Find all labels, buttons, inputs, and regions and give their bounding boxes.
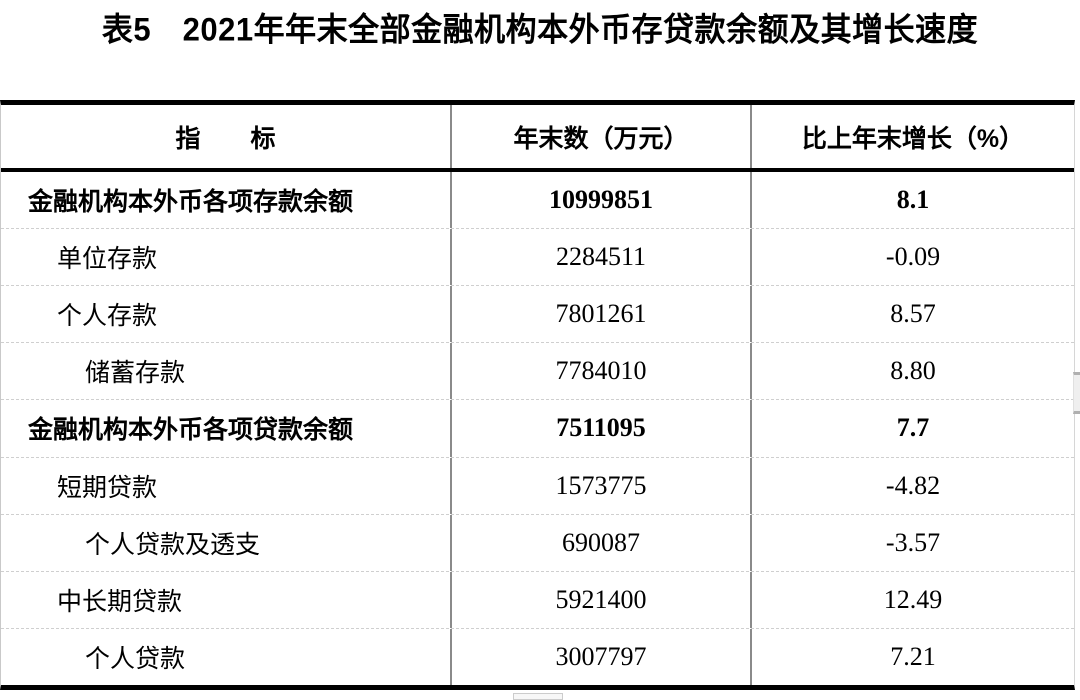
indicator-cell: 个人存款 [1,286,452,343]
growth-cell: 7.7 [896,413,930,443]
table-row-short-term-loans: 短期贷款 1573775 -4.82 [1,456,1074,514]
table-row-total-deposits: 金融机构本外币各项存款余额 10999851 8.1 [1,172,1074,229]
indicator-cell: 个人贷款及透支 [1,514,452,571]
growth-cell: -4.82 [885,470,941,500]
table-row-total-loans: 金融机构本外币各项贷款余额 7511095 7.7 [1,399,1074,457]
growth-cell: 7.21 [890,641,936,671]
table-row-medium-long-term-loans: 中长期贷款 5921400 12.49 [1,570,1074,628]
indicator-cell: 单位存款 [1,229,452,286]
value-cell: 3007797 [452,628,752,685]
table-row-personal-loans: 个人贷款 3007797 7.21 [1,627,1074,685]
header-cell-indicator: 指 标 [1,105,452,168]
growth-cell: 8.57 [890,299,936,329]
value-cell: 7784010 [452,343,752,400]
value-cell: 7511095 [452,400,752,457]
growth-cell: -0.09 [885,242,941,272]
indicator-cell: 储蓄存款 [1,343,452,400]
indicator-cell: 短期贷款 [1,457,452,514]
indicator-cell: 中长期贷款 [1,571,452,628]
indicator-cell: 金融机构本外币各项贷款余额 [1,400,452,457]
table-header-row: 指 标 年末数（万元） 比上年末增长（%） [1,105,1074,172]
vertical-scrollbar-thumb[interactable] [1073,372,1080,414]
table-row-savings-deposits: 储蓄存款 7784010 8.80 [1,342,1074,400]
deposits-loans-table: 指 标 年末数（万元） 比上年末增长（%） 金融机构本外币各项存款余额 1099… [0,100,1075,690]
growth-cell: 8.80 [890,356,936,386]
header-cell-growth: 比上年末增长（%） [801,124,1025,153]
indicator-cell: 个人贷款 [1,628,452,685]
growth-cell: -3.57 [885,527,941,557]
header-cell-year-end-value: 年末数（万元） [452,105,752,168]
table-row-personal-deposits: 个人存款 7801261 8.57 [1,285,1074,343]
value-cell: 690087 [452,514,752,571]
value-cell: 7801261 [452,286,752,343]
value-cell: 2284511 [452,229,752,286]
value-cell: 1573775 [452,457,752,514]
growth-cell: 12.49 [883,584,943,614]
value-cell: 10999851 [452,172,752,229]
value-cell: 5921400 [452,571,752,628]
table-body: 金融机构本外币各项存款余额 10999851 8.1 单位存款 2284511 … [1,172,1074,685]
horizontal-scrollbar-thumb[interactable] [513,693,563,700]
growth-cell: 8.1 [896,185,930,215]
page-title: 表5 2021年年末全部金融机构本外币存贷款余额及其增长速度 [101,11,979,49]
table-row-unit-deposits: 单位存款 2284511 -0.09 [1,228,1074,286]
table-row-personal-loans-overdraft: 个人贷款及透支 690087 -3.57 [1,513,1074,571]
indicator-cell: 金融机构本外币各项存款余额 [1,172,452,229]
